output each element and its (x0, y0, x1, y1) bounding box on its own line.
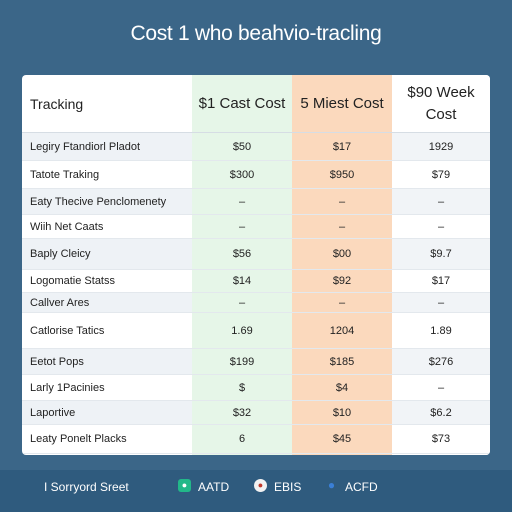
row-label: Eaty Thecive Penclomenety (22, 188, 192, 215)
table-row: Larly 1Pacinies $ $4– (22, 374, 490, 401)
table-row: Baply Cleicy $56 $00 $9.7 (22, 238, 490, 270)
table-row: Eaty Thecive Penclomenety – – – (22, 188, 490, 215)
cell-col-1: $ (192, 374, 292, 401)
footer-item-label[interactable]: EBIS (274, 480, 302, 494)
footer-left-text: I Sorryord Sreet (44, 480, 129, 494)
cell-col-2: $17 (292, 132, 392, 161)
cell-col-1: 6 (192, 424, 292, 454)
row-label: Callver Ares (22, 292, 192, 313)
cell-col-1: – (192, 292, 292, 313)
cell-col-3: – (392, 292, 490, 313)
cell-col-3: $276 (392, 348, 490, 375)
table-row: Eetot Pops $199 $185 $276 (22, 348, 490, 375)
row-label: Logomatie Statss (22, 269, 192, 293)
cell-col-3: – (392, 374, 490, 401)
cell-col-2: – (292, 188, 392, 215)
table-row: Leaty Ponelt Placks 6 $45 $73 (22, 424, 490, 454)
row-label: Tatote Traking (22, 160, 192, 189)
cell-col-1: $50 (192, 132, 292, 161)
cost-table: Tracking $1 Cast Cost 5 Miest Cost $90 W… (22, 75, 490, 454)
row-label: Laportive (22, 400, 192, 425)
cell-col-1: $14 (192, 269, 292, 293)
header-tracking: Tracking (22, 75, 192, 133)
header-col-3: $90 Week Cost (392, 75, 490, 133)
footer-item-label[interactable]: ACFD (345, 480, 378, 494)
row-label: Baply Cleicy (22, 238, 192, 270)
cell-col-1: – (192, 214, 292, 239)
cell-col-1: $56 (192, 238, 292, 270)
cell-col-3: $79 (392, 160, 490, 189)
location-icon[interactable]: ● (327, 478, 336, 492)
cell-col-2: $185 (292, 348, 392, 375)
chat-icon[interactable]: ● (178, 479, 191, 492)
cell-col-3: – (392, 188, 490, 215)
footer-bar: I Sorryord Sreet ● AATD ● EBIS ● ACFD (0, 470, 512, 512)
cell-col-3: 1929 (392, 132, 490, 161)
row-label: Eetot Pops (22, 348, 192, 375)
cell-col-3: 1.89 (392, 312, 490, 349)
cell-col-2: 1204 (292, 312, 392, 349)
row-label: Catlorise Tatics (22, 312, 192, 349)
page-title: Cost 1 who beahvio-tracling (130, 22, 382, 45)
cell-col-1: $300 (192, 160, 292, 189)
cell-col-2: $950 (292, 160, 392, 189)
cell-col-3: $9.7 (392, 238, 490, 270)
cell-col-2: $4 (292, 374, 392, 401)
table-row: Legiry Ftandiorl Pladot $50 $17 1929 (22, 132, 490, 161)
cell-col-1: $199 (192, 348, 292, 375)
cell-col-1: 1.69 (192, 312, 292, 349)
table-row: Callver Ares – – – (22, 292, 490, 313)
badge-icon[interactable]: ● (254, 479, 267, 492)
footer-item-label[interactable]: AATD (198, 480, 230, 494)
row-label: Legiry Ftandiorl Pladot (22, 132, 192, 161)
cell-col-1: – (192, 188, 292, 215)
cell-col-3: $6.2 (392, 400, 490, 425)
header-col-1: $1 Cast Cost (192, 75, 292, 133)
cell-col-2: $00 (292, 238, 392, 270)
cell-col-2: – (292, 214, 392, 239)
row-label: Larly 1Pacinies (22, 374, 192, 401)
cell-col-2: $92 (292, 269, 392, 293)
cost-table-card: Tracking $1 Cast Cost 5 Miest Cost $90 W… (22, 75, 490, 455)
table-body: Legiry Ftandiorl Pladot $50 $17 1929 Tatote … (22, 132, 490, 454)
table-row: Catlorise Tatics 1.69 1204 1.89 (22, 312, 490, 349)
table-header-row: Tracking $1 Cast Cost 5 Miest Cost $90 W… (22, 75, 490, 133)
cell-col-2: $45 (292, 424, 392, 454)
cell-col-3: – (392, 214, 490, 239)
cell-col-3: $73 (392, 424, 490, 454)
table-row: Wiih Net Caats – – – (22, 214, 490, 239)
row-label: Leaty Ponelt Placks (22, 424, 192, 454)
header-col-2: 5 Miest Cost (292, 75, 392, 133)
table-row: Logomatie Statss $14 $92 $17 (22, 269, 490, 293)
cell-col-1: $32 (192, 400, 292, 425)
row-label: Wiih Net Caats (22, 214, 192, 239)
cell-col-3: $17 (392, 269, 490, 293)
table-row: Tatote Traking $300 $950 $79 (22, 160, 490, 189)
table-row: Laportive $32 $10 $6.2 (22, 400, 490, 425)
cell-col-2: – (292, 292, 392, 313)
cell-col-2: $10 (292, 400, 392, 425)
